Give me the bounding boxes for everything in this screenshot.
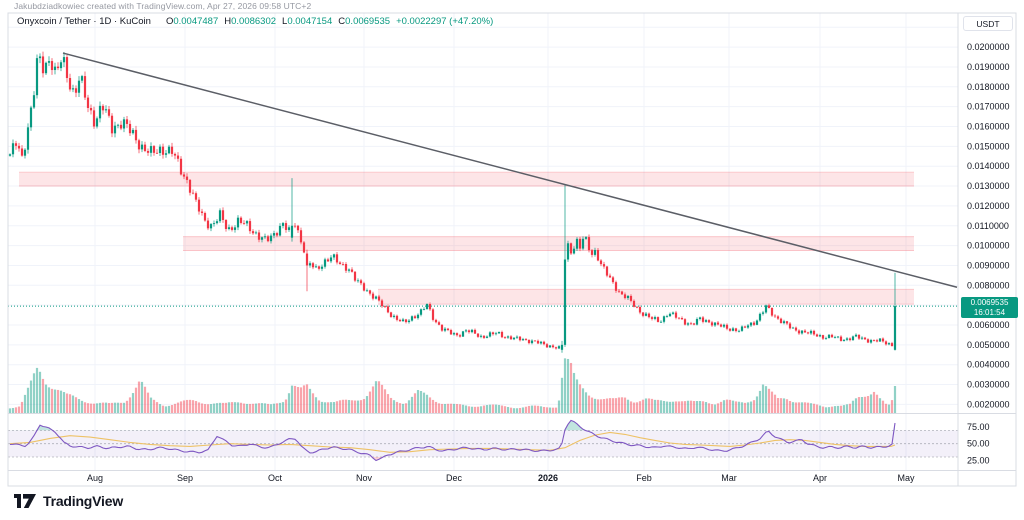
time-tick-label: Dec: [446, 473, 463, 483]
price-tick-label: 0.0090000: [967, 260, 1010, 270]
ohlc-high-label: H: [224, 16, 232, 27]
supply-zones-layer: [19, 171, 914, 305]
ohlc-close-value: 0.0069535: [345, 16, 391, 27]
rsi-ma-line: [9, 431, 896, 453]
price-tick-label: 0.0080000: [967, 280, 1010, 290]
time-tick-label: Feb: [636, 473, 652, 483]
price-tick-label: 0.0050000: [967, 340, 1010, 350]
rsi-tick-label: 25.00: [967, 455, 990, 465]
tradingview-brand-text: TradingView: [43, 493, 124, 509]
price-tick-label: 0.0120000: [967, 201, 1010, 211]
price-tick-label: 0.0130000: [967, 181, 1010, 191]
frame-layer: [7, 12, 1017, 487]
ohlc-open-label: O: [165, 16, 174, 27]
price-tick-label: 0.0170000: [967, 102, 1010, 112]
symbol-title[interactable]: Onyxcoin / Tether · 1D · KuCoin: [17, 16, 151, 27]
price-tick-label: 0.0200000: [967, 42, 1010, 52]
descending-trendline[interactable]: [62, 52, 958, 289]
price-tick-label: 0.0060000: [967, 320, 1010, 330]
symbol-legend: Onyxcoin / Tether · 1D · KuCoin O0.004748…: [17, 16, 493, 27]
price-tick-label: 0.0100000: [967, 241, 1010, 251]
rsi-line: [9, 419, 896, 462]
supply-zone[interactable]: [183, 236, 914, 251]
change-value: +0.0022297 (+47.20%): [396, 16, 494, 27]
time-tick-label: Nov: [356, 473, 373, 483]
tradingview-footer[interactable]: TradingView: [14, 493, 123, 509]
price-tick-label: 0.0190000: [967, 62, 1010, 72]
time-tick-label: Mar: [721, 473, 737, 483]
price-tick-label: 0.0030000: [967, 380, 1010, 390]
grid-layer: [8, 13, 958, 470]
rsi-band: [8, 430, 958, 457]
price-tick-label: 0.0160000: [967, 122, 1010, 132]
watermark-text: Jakubdziadkowiec created with TradingVie…: [14, 1, 312, 11]
price-tick-label: 0.0040000: [967, 360, 1010, 370]
tradingview-logo-icon: [14, 494, 36, 508]
time-tick-label: Apr: [813, 473, 827, 483]
time-scale-axis[interactable]: [8, 470, 958, 487]
volume-layer: [8, 358, 897, 413]
last-price-value: 0.0069535: [970, 297, 1009, 307]
last-price-tag: 0.0069535 16:01:54: [961, 297, 1018, 318]
ohlc-low-label: L: [282, 16, 288, 27]
rsi-tick-label: 50.00: [967, 439, 990, 449]
price-tick-label: 0.0150000: [967, 141, 1010, 151]
price-scale-axis[interactable]: [958, 13, 1016, 470]
price-tick-label: 0.0020000: [967, 399, 1010, 409]
ohlc-low-value: 0.0047154: [287, 16, 333, 27]
ohlc-high-value: 0.0086302: [231, 16, 277, 27]
candles-layer: [8, 51, 897, 353]
currency-toggle-button[interactable]: USDT: [963, 16, 1013, 31]
time-tick-label: Oct: [268, 473, 283, 483]
supply-zone[interactable]: [378, 289, 914, 305]
price-tick-label: 0.0110000: [967, 221, 1009, 231]
time-tick-label: Sep: [177, 473, 193, 483]
time-tick-label: Aug: [87, 473, 103, 483]
ohlc-close-label: C: [338, 16, 346, 27]
time-tick-label: 2026: [538, 473, 558, 483]
candle-countdown: 16:01:54: [973, 307, 1006, 317]
price-tick-label: 0.0140000: [967, 161, 1010, 171]
supply-zone[interactable]: [19, 172, 914, 187]
rsi-pane-layer: [8, 419, 958, 462]
rsi-tick-label: 75.00: [967, 422, 990, 432]
ohlc-open-value: 0.0047487: [173, 16, 219, 27]
time-tick-label: May: [897, 473, 915, 483]
price-tick-label: 0.0180000: [967, 82, 1010, 92]
